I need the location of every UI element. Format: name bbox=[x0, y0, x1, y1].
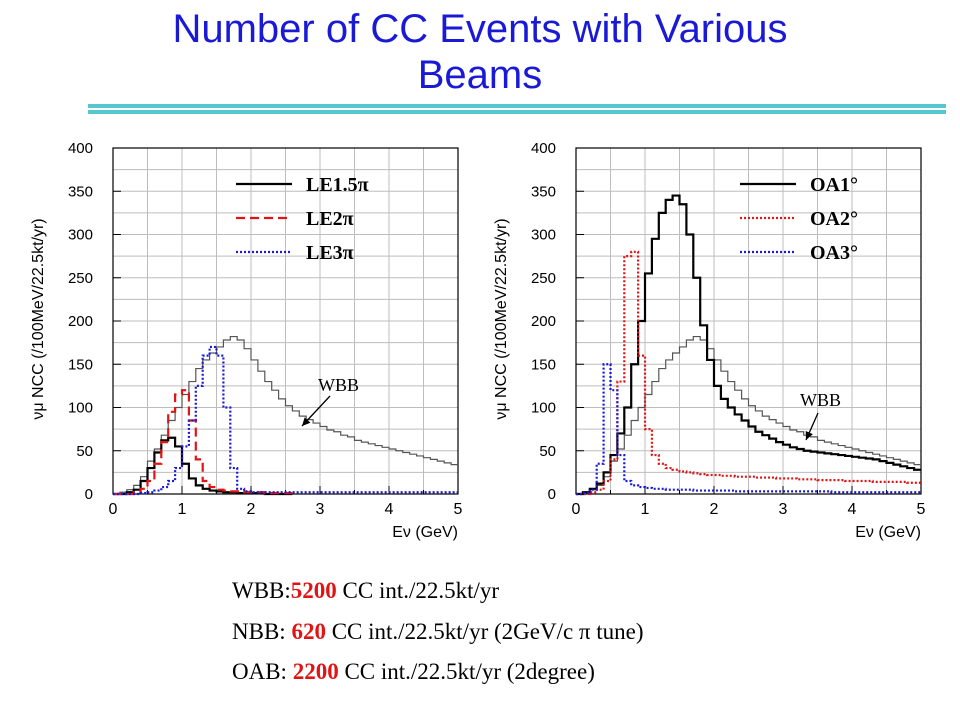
legend-label: LE3π bbox=[306, 242, 354, 264]
y-tick-label: 400 bbox=[68, 140, 93, 157]
y-tick-label: 0 bbox=[548, 486, 556, 503]
x-tick-label: 0 bbox=[572, 501, 581, 518]
y-tick-label: 300 bbox=[531, 227, 556, 244]
y-tick-label: 200 bbox=[531, 313, 556, 330]
series-wbb-line bbox=[576, 335, 921, 495]
x-tick-label: 2 bbox=[710, 501, 719, 518]
y-axis-label: νμ NCC (/100MeV/22.5kt/yr) bbox=[30, 218, 47, 419]
summary-suffix: CC int./22.5kt/yr bbox=[336, 578, 500, 603]
y-tick-label: 350 bbox=[68, 183, 93, 200]
y-tick-label: 200 bbox=[68, 313, 93, 330]
y-tick-label: 350 bbox=[531, 183, 556, 200]
summary-value: 5200 bbox=[290, 578, 337, 603]
series-oa3--line bbox=[576, 363, 921, 496]
x-tick-label: 1 bbox=[178, 501, 187, 518]
summary-prefix: WBB: bbox=[232, 578, 291, 603]
y-axis-label: νμ NCC (/100MeV/22.5kt/yr) bbox=[493, 218, 510, 419]
y-tick-label: 50 bbox=[539, 443, 556, 460]
summary-line-wbb: WBB:5200 CC int./22.5kt/yr bbox=[232, 577, 932, 605]
legend-label: LE1.5π bbox=[306, 174, 369, 196]
series-oa1--line bbox=[576, 194, 921, 496]
y-tick-label: 250 bbox=[531, 270, 556, 287]
summary-suffix: CC int./22.5kt/yr (2GeV/c π tune) bbox=[325, 619, 644, 644]
summary-value: 620 bbox=[291, 619, 326, 644]
x-tick-label: 3 bbox=[779, 501, 788, 518]
x-tick-label: 4 bbox=[385, 501, 394, 518]
legend-label: OA2° bbox=[810, 208, 858, 230]
series-le3--line bbox=[113, 345, 458, 496]
x-tick-label: 1 bbox=[641, 501, 650, 518]
x-tick-label: 2 bbox=[247, 501, 256, 518]
x-axis-label: Eν (GeV) bbox=[392, 524, 458, 541]
x-axis-label: Eν (GeV) bbox=[855, 524, 921, 541]
series-oa2--line bbox=[576, 250, 921, 496]
y-tick-label: 400 bbox=[531, 140, 556, 157]
x-tick-label: 5 bbox=[917, 501, 926, 518]
y-tick-label: 150 bbox=[68, 356, 93, 373]
y-tick-label: 0 bbox=[85, 486, 93, 503]
x-tick-label: 3 bbox=[316, 501, 325, 518]
summary-prefix: NBB: bbox=[232, 619, 292, 644]
annotation-arrowhead bbox=[805, 431, 813, 440]
legend-label: OA3° bbox=[810, 242, 858, 264]
y-tick-label: 50 bbox=[76, 443, 93, 460]
y-tick-label: 150 bbox=[531, 356, 556, 373]
x-tick-label: 0 bbox=[109, 501, 118, 518]
summary-suffix: CC int./22.5kt/yr (2degree) bbox=[338, 659, 595, 684]
summary-value: 2200 bbox=[292, 659, 339, 684]
summary-line-nbb: NBB: 620 CC int./22.5kt/yr (2GeV/c π tun… bbox=[232, 618, 932, 646]
y-tick-label: 100 bbox=[531, 400, 556, 417]
y-tick-label: 100 bbox=[68, 400, 93, 417]
title-line-1: Number of CC Events with Various bbox=[172, 7, 788, 51]
legend-label: LE2π bbox=[306, 208, 354, 230]
page-title: Number of CC Events with Various Beams bbox=[0, 6, 960, 98]
title-underline bbox=[88, 102, 946, 116]
summary-prefix: OAB: bbox=[232, 659, 293, 684]
series-le2--line bbox=[113, 389, 293, 496]
y-tick-label: 300 bbox=[68, 227, 93, 244]
x-tick-label: 5 bbox=[454, 501, 463, 518]
x-tick-label: 4 bbox=[848, 501, 857, 518]
title-line-2: Beams bbox=[417, 53, 543, 97]
wbb-annotation: WBB bbox=[800, 390, 841, 410]
legend-label: OA1° bbox=[810, 174, 858, 196]
annotation-arrowhead bbox=[302, 417, 311, 426]
y-tick-label: 250 bbox=[68, 270, 93, 287]
series-wbb-line bbox=[113, 335, 458, 495]
wbb-annotation: WBB bbox=[318, 375, 359, 395]
summary-line-oab: OAB: 2200 CC int./22.5kt/yr (2degree) bbox=[232, 658, 932, 686]
